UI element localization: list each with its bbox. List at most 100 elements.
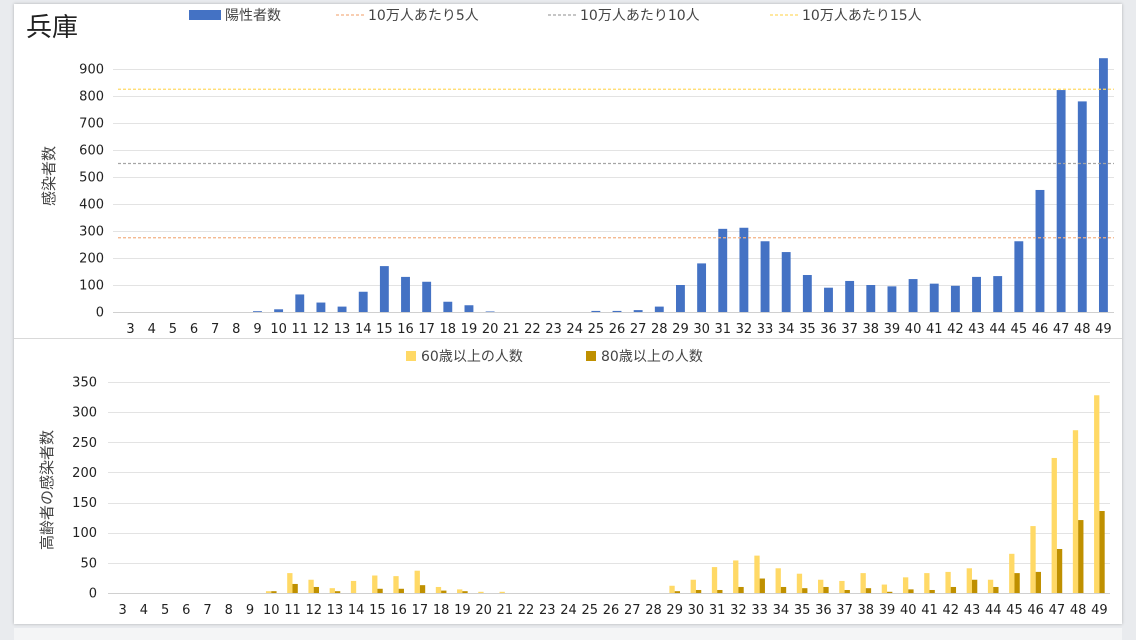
x-tick-label: 14 xyxy=(348,603,365,618)
x-tick-label: 28 xyxy=(645,603,662,618)
x-tick-label: 33 xyxy=(751,603,768,618)
x-tick-label: 20 xyxy=(475,603,492,618)
x-tick-label: 45 xyxy=(1006,603,1023,618)
bottom-bars xyxy=(265,395,1105,593)
bar xyxy=(993,586,999,593)
bar xyxy=(929,283,939,312)
x-tick-label: 29 xyxy=(672,322,689,337)
x-tick-label: 29 xyxy=(666,603,683,618)
bar xyxy=(1056,90,1066,312)
bar xyxy=(697,263,707,312)
bar xyxy=(966,568,972,593)
y-tick-label: 200 xyxy=(72,466,97,481)
bar xyxy=(802,588,808,593)
y-tick-label: 600 xyxy=(79,144,104,159)
bar xyxy=(824,287,833,312)
bar xyxy=(908,589,914,593)
bar xyxy=(334,591,341,593)
x-tick-label: 3 xyxy=(126,322,134,337)
y-tick-label: 700 xyxy=(79,117,104,132)
bar xyxy=(908,279,918,312)
x-tick-label: 40 xyxy=(905,322,922,337)
x-tick-label: 27 xyxy=(630,322,647,337)
bar xyxy=(401,276,410,312)
top-legend: 陽性者数 10万人あたり5人 10万人あたり10人 10万人あたり15人 xyxy=(189,8,922,24)
bar xyxy=(457,589,463,593)
legend-label-80plus: 80歳以上の人数 xyxy=(601,349,703,365)
x-tick-label: 12 xyxy=(313,322,330,337)
bar xyxy=(865,588,872,593)
bar xyxy=(839,580,845,593)
x-tick-label: 8 xyxy=(225,603,233,618)
bar xyxy=(441,590,447,593)
x-tick-label: 19 xyxy=(461,322,478,337)
bar xyxy=(818,579,824,593)
bar xyxy=(464,305,474,312)
bar xyxy=(845,280,855,312)
bar xyxy=(738,586,744,593)
x-tick-label: 15 xyxy=(369,603,386,618)
bar xyxy=(881,584,888,593)
x-tick-label: 36 xyxy=(815,603,832,618)
y-tick-label: 350 xyxy=(72,376,97,391)
bar xyxy=(802,275,812,312)
x-tick-label: 49 xyxy=(1095,322,1112,337)
bar xyxy=(443,301,453,312)
x-tick-label: 42 xyxy=(942,603,959,618)
x-tick-label: 32 xyxy=(730,603,747,618)
x-tick-label: 34 xyxy=(778,322,795,337)
bottom-x-ticks: 3 4 5 6 7 8 9 10 11 12 13 14 15 16 17 18 19 20 21 22 23 24 25 2… xyxy=(118,603,1107,618)
x-tick-label: 34 xyxy=(773,603,790,618)
bar xyxy=(612,310,622,312)
x-tick-label: 44 xyxy=(989,322,1006,337)
bar xyxy=(379,266,389,312)
bar xyxy=(271,591,277,593)
x-tick-label: 9 xyxy=(246,603,254,618)
x-tick-label: 26 xyxy=(603,603,620,618)
bar xyxy=(377,588,383,593)
x-tick-label: 25 xyxy=(588,322,605,337)
bar xyxy=(796,573,803,593)
y-tick-label: 50 xyxy=(80,556,97,571)
bar xyxy=(844,589,850,593)
bar xyxy=(265,591,272,593)
x-tick-label: 10 xyxy=(270,322,287,337)
y-tick-label: 100 xyxy=(79,279,104,294)
x-tick-label: 16 xyxy=(390,603,407,618)
bar xyxy=(316,302,326,312)
y-tick-label: 400 xyxy=(79,198,104,213)
bar xyxy=(739,227,749,312)
bar xyxy=(1030,526,1036,593)
x-tick-label: 18 xyxy=(433,603,450,618)
legend-swatch-80plus xyxy=(586,351,596,361)
x-tick-label: 38 xyxy=(863,322,880,337)
x-tick-label: 43 xyxy=(968,322,985,337)
x-tick-label: 38 xyxy=(858,603,875,618)
x-tick-label: 7 xyxy=(203,603,211,618)
x-tick-label: 33 xyxy=(757,322,774,337)
bar xyxy=(398,588,404,593)
bar xyxy=(372,575,378,593)
bar xyxy=(591,310,601,312)
bar xyxy=(1014,241,1024,312)
bar xyxy=(478,591,484,593)
x-tick-label: 4 xyxy=(140,603,148,618)
bar xyxy=(781,252,791,312)
bar xyxy=(499,591,505,593)
bar xyxy=(676,285,685,312)
bar xyxy=(350,580,357,593)
bar xyxy=(462,591,468,593)
bar xyxy=(1099,511,1105,593)
bar xyxy=(924,573,930,593)
x-tick-label: 4 xyxy=(148,322,156,337)
bottom-gridlines xyxy=(108,382,1110,594)
x-tick-label: 23 xyxy=(539,603,556,618)
x-tick-label: 26 xyxy=(609,322,626,337)
y-tick-label: 900 xyxy=(79,63,104,78)
x-tick-label: 30 xyxy=(688,603,705,618)
bottom-y-axis-title: 高齢者の感染者数 xyxy=(38,430,56,550)
bar xyxy=(435,586,442,593)
top-x-ticks: 3 4 5 6 7 8 9 10 11 12 13 14 15 16 17 18 19 20 21 22 23 24 25 2… xyxy=(126,322,1111,337)
x-tick-label: 37 xyxy=(841,322,858,337)
